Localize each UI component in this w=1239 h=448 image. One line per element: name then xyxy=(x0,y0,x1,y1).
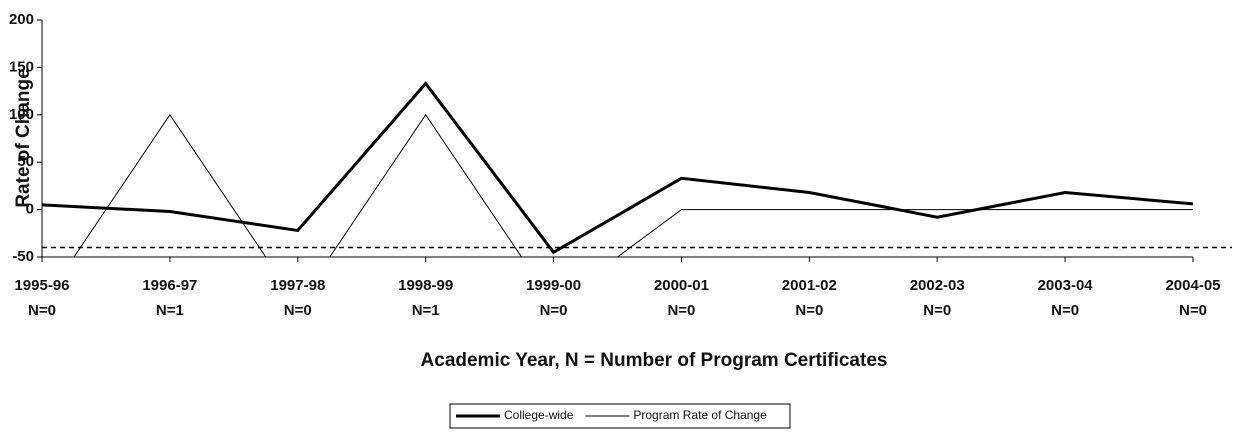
x-tick-label: 1999-00 xyxy=(526,277,581,294)
x-axis-label: Academic Year, N = Number of Program Cer… xyxy=(421,350,888,371)
y-tick-label: 100 xyxy=(9,106,34,123)
x-tick-label: 2003-04 xyxy=(1038,277,1094,294)
x-tick-sublabel: N=0 xyxy=(28,302,56,319)
x-tick-label: 1997-98 xyxy=(270,277,325,294)
x-tick-label: 1996-97 xyxy=(142,277,197,294)
y-tick-label: 200 xyxy=(9,11,34,28)
x-tick-sublabel: N=0 xyxy=(1051,302,1079,319)
y-tick-label: 50 xyxy=(17,153,34,170)
legend-label: Program Rate of Change xyxy=(633,408,767,422)
series-line xyxy=(42,81,1193,255)
series-line xyxy=(73,113,1193,257)
x-tick-label: 2000-01 xyxy=(654,277,709,294)
x-tick-label: 2002-03 xyxy=(910,277,965,294)
y-axis-label: Rate of Change xyxy=(13,68,34,207)
x-tick-label: 2004-05 xyxy=(1165,277,1220,294)
y-tick-label: -50 xyxy=(12,248,34,265)
x-tick-sublabel: N=0 xyxy=(667,302,695,319)
legend-box xyxy=(449,403,791,429)
x-tick-sublabel: N=0 xyxy=(923,302,951,319)
x-tick-sublabel: N=1 xyxy=(412,302,440,319)
x-tick-sublabel: N=0 xyxy=(1179,302,1207,319)
x-tick-label: 2001-02 xyxy=(782,277,837,294)
x-tick-sublabel: N=0 xyxy=(540,302,568,319)
y-tick-label: 150 xyxy=(9,58,34,75)
y-tick-label: 0 xyxy=(26,201,34,218)
x-tick-label: 1995-96 xyxy=(14,277,69,294)
x-tick-sublabel: N=0 xyxy=(284,302,312,319)
x-tick-sublabel: N=1 xyxy=(156,302,184,319)
x-tick-label: 1998-99 xyxy=(398,277,453,294)
plot-area xyxy=(42,81,1193,257)
x-tick-sublabel: N=0 xyxy=(795,302,823,319)
legend-label: College-wide xyxy=(504,408,574,422)
